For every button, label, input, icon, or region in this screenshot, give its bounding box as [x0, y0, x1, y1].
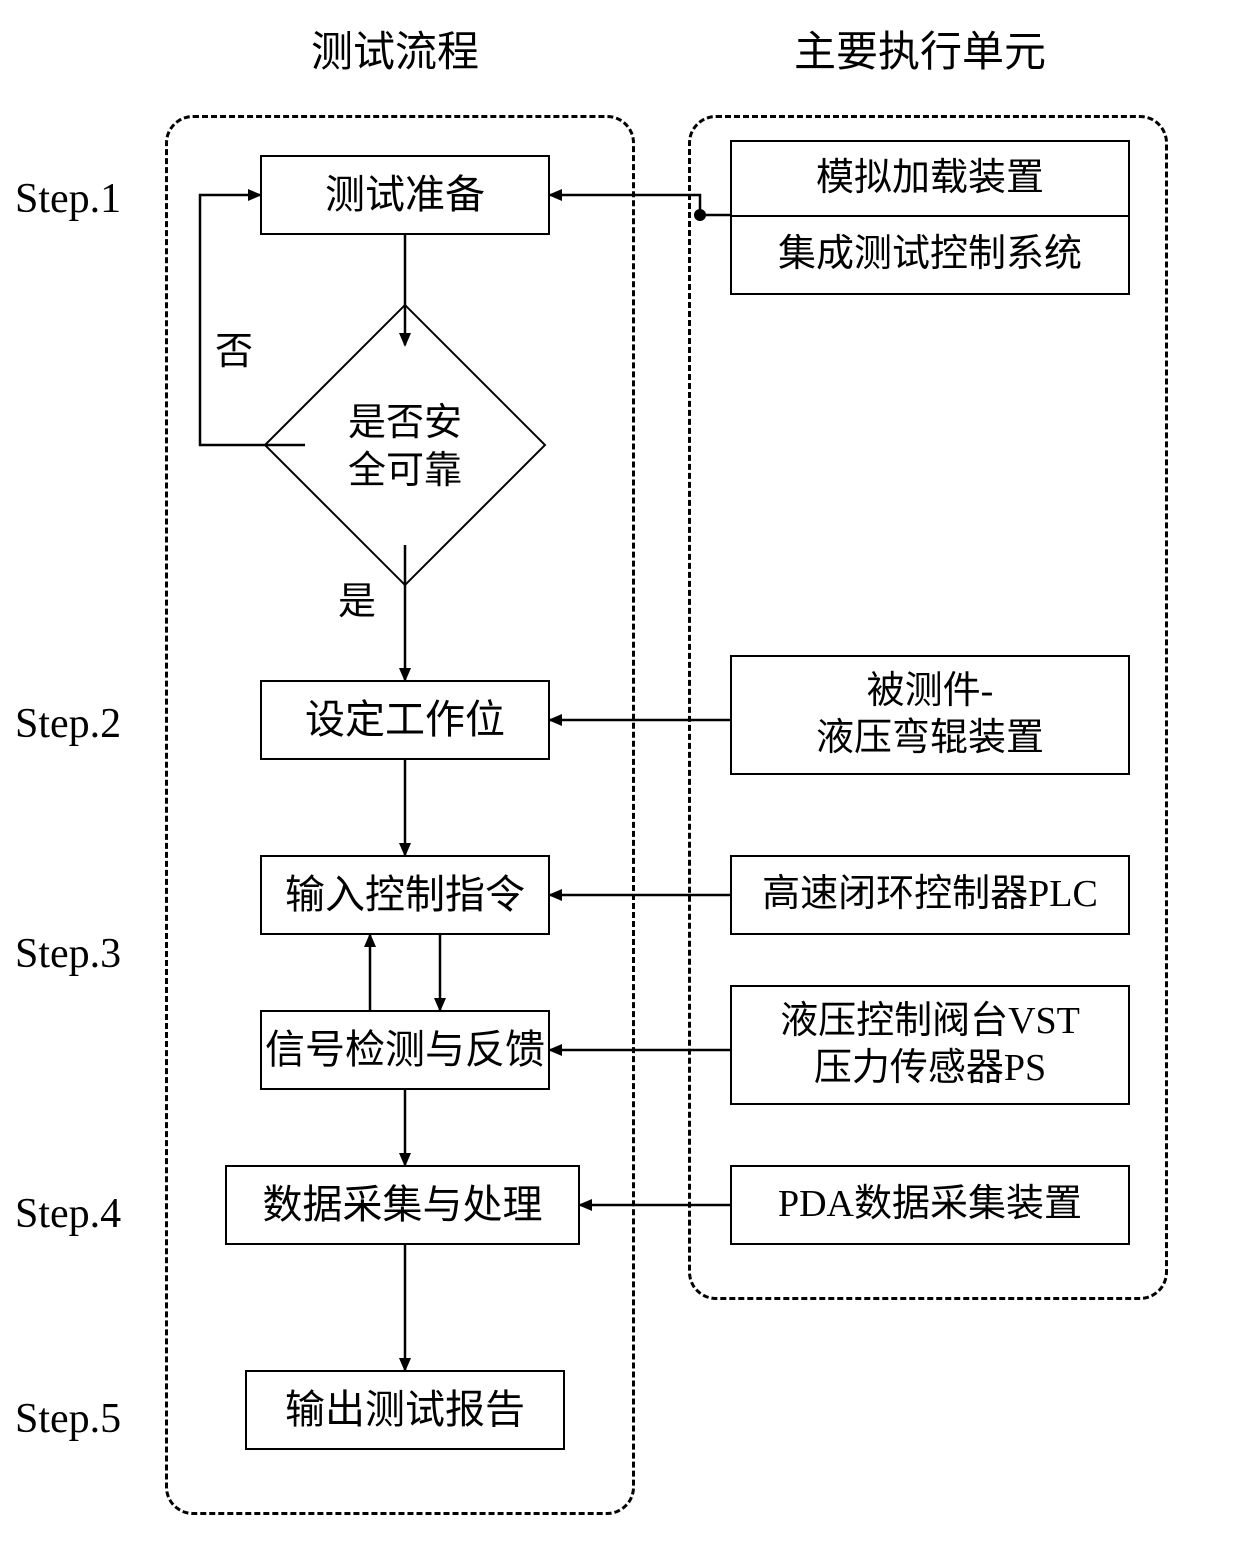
- step-2-label: Step.2: [15, 700, 121, 748]
- box-setwork: 设定工作位: [260, 680, 550, 760]
- unit-control-sys: 集成测试控制系统: [730, 215, 1130, 295]
- box-report: 输出测试报告: [245, 1370, 565, 1450]
- flowchart-canvas: 测试流程 主要执行单元 Step.1 Step.2 Step.3 Step.4 …: [0, 0, 1240, 1543]
- step-1-label: Step.1: [15, 175, 121, 223]
- unit-plc: 高速闭环控制器PLC: [730, 855, 1130, 935]
- label-no: 否: [215, 320, 253, 375]
- header-left: 测试流程: [270, 18, 520, 79]
- box-prepare: 测试准备: [260, 155, 550, 235]
- decision-text: 是否安 全可靠: [335, 400, 475, 495]
- box-acquire: 数据采集与处理: [225, 1165, 580, 1245]
- header-right: 主要执行单元: [760, 18, 1080, 79]
- box-inputcmd: 输入控制指令: [260, 855, 550, 935]
- step-3-label: Step.3: [15, 930, 121, 978]
- box-detect: 信号检测与反馈: [260, 1010, 550, 1090]
- label-yes: 是: [338, 570, 376, 625]
- unit-dut: 被测件- 液压弯辊装置: [730, 655, 1130, 775]
- step-5-label: Step.5: [15, 1395, 121, 1443]
- unit-sim-load: 模拟加载装置: [730, 140, 1130, 215]
- step-4-label: Step.4: [15, 1190, 121, 1238]
- unit-pda: PDA数据采集装置: [730, 1165, 1130, 1245]
- unit-vst-ps: 液压控制阀台VST 压力传感器PS: [730, 985, 1130, 1105]
